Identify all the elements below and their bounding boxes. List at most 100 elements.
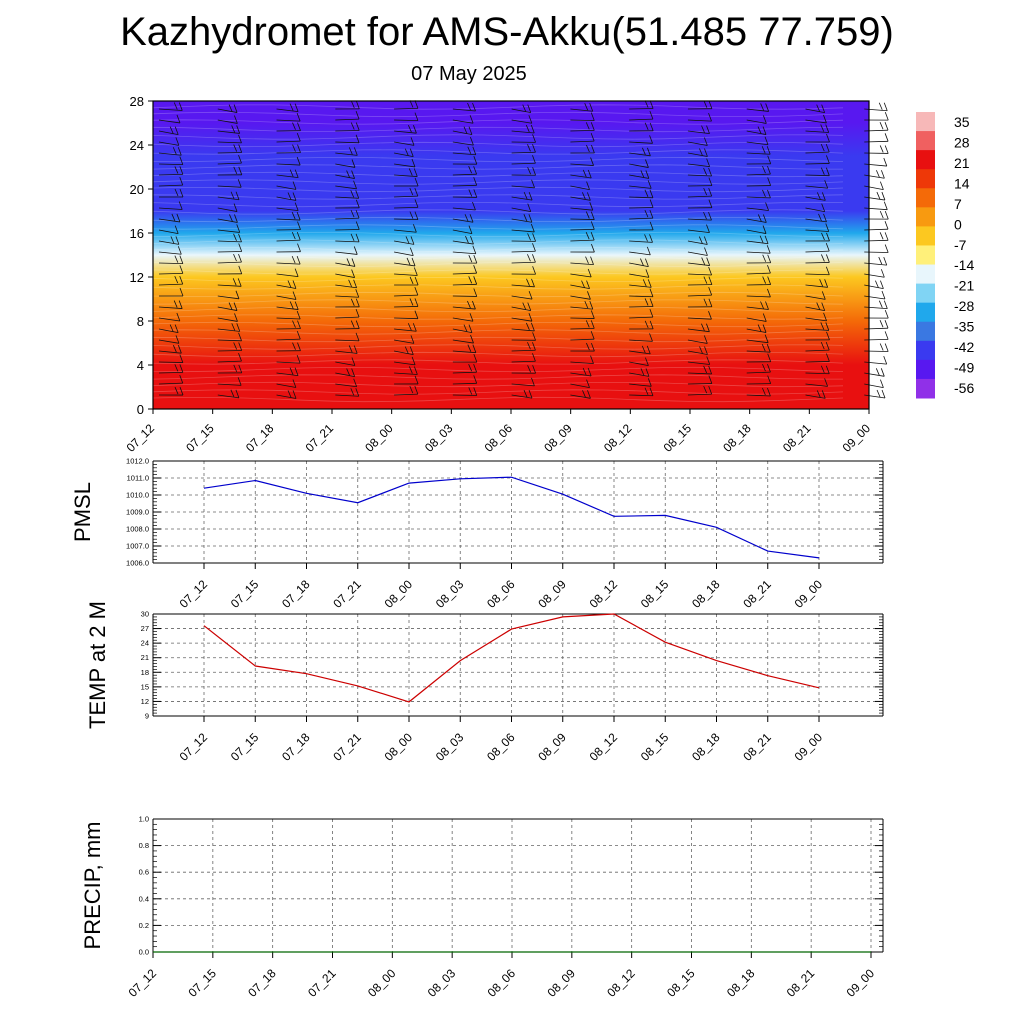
contour-line <box>152 194 844 200</box>
wind-barb <box>511 191 533 201</box>
wind-barb <box>687 375 713 385</box>
x-tick-label: 09_00 <box>792 577 826 611</box>
colorbar-label: -35 <box>954 319 974 335</box>
wind-barb <box>511 390 533 399</box>
contour-line <box>152 171 844 178</box>
wind-barb <box>864 389 886 399</box>
wind-barb <box>687 148 708 157</box>
chart-subtitle: 07 May 2025 <box>411 63 527 85</box>
wind-barb <box>158 102 183 111</box>
wind-barb <box>276 221 301 231</box>
wind-barb <box>452 177 478 187</box>
contour-line <box>152 351 844 358</box>
wind-barb <box>394 267 418 276</box>
wind-barb <box>570 144 595 154</box>
wind-barb <box>570 243 595 253</box>
wind-barb <box>158 177 184 187</box>
wind-barb <box>746 126 767 135</box>
wind-barb <box>687 286 713 297</box>
wind-barb <box>394 323 417 332</box>
y-tick-label: 24 <box>130 138 144 153</box>
x-tick-label: 07_21 <box>330 577 364 611</box>
wind-barb <box>805 114 827 124</box>
contour-line <box>152 201 844 208</box>
x-tick-label: 08_15 <box>638 577 672 611</box>
wind-barb <box>746 353 772 363</box>
x-tick-label: 07_12 <box>177 577 211 611</box>
wind-barb <box>687 298 713 308</box>
colorbar-swatch <box>916 321 935 342</box>
wind-barb <box>452 225 473 235</box>
colorbar-label: 21 <box>954 155 970 171</box>
wind-barb <box>158 137 180 146</box>
wind-barb <box>158 386 184 396</box>
wind-barb <box>805 242 830 253</box>
contour-line <box>152 359 844 365</box>
wind-barb <box>746 344 771 353</box>
colorbar-swatch <box>916 188 935 208</box>
contour-line <box>152 291 844 298</box>
wind-barb <box>805 180 829 189</box>
contour-line <box>152 381 844 388</box>
y-tick-label: 1012.0 <box>126 457 149 466</box>
wind-barb <box>158 114 181 124</box>
wind-barb <box>217 154 242 165</box>
colorbar-label: 7 <box>954 196 962 212</box>
wind-barb <box>629 170 650 179</box>
wind-barb <box>511 254 536 264</box>
x-tick-label: 08_21 <box>740 577 774 611</box>
wind-barb <box>629 308 654 319</box>
wind-barb <box>335 269 355 278</box>
x-tick-label: 09_00 <box>792 730 826 764</box>
wind-barb <box>511 377 535 387</box>
wind-barb <box>629 246 651 256</box>
wind-barb <box>687 236 708 245</box>
wind-barb <box>158 246 182 255</box>
wind-barb <box>276 330 301 341</box>
wind-barb <box>805 266 830 276</box>
y-tick-label: 0.8 <box>139 841 149 850</box>
contour-line <box>152 344 844 350</box>
wind-barb <box>629 387 654 397</box>
wind-barb <box>687 187 713 198</box>
wind-barb <box>217 191 240 201</box>
wind-barb <box>158 364 184 374</box>
wind-barb <box>394 247 414 256</box>
x-tick-label: 08_06 <box>484 577 518 611</box>
colorbar-label: 28 <box>954 135 970 151</box>
wind-barb <box>158 166 184 176</box>
wind-barb <box>511 124 535 134</box>
x-tick-label: 08_03 <box>422 421 456 455</box>
wind-barb <box>276 301 299 310</box>
wind-barb <box>276 112 301 122</box>
wind-barb <box>629 110 654 121</box>
wind-barb <box>452 201 476 211</box>
wind-barb <box>629 122 654 132</box>
wind-barb <box>864 221 889 231</box>
wind-barb <box>335 122 360 132</box>
wind-barb <box>217 342 243 352</box>
wind-barb <box>746 202 769 211</box>
wind-barb <box>746 214 767 223</box>
x-tick-label: 07_18 <box>243 421 277 455</box>
wind-barb <box>335 199 360 209</box>
wind-barb <box>687 112 712 122</box>
wind-barb <box>217 224 241 233</box>
x-tick-label: 08_00 <box>365 966 399 1000</box>
x-tick-label: 07_12 <box>126 966 160 1000</box>
wind-barb <box>864 145 889 154</box>
wind-barb <box>276 280 297 289</box>
wind-barb <box>629 147 651 157</box>
contour-line <box>152 314 844 320</box>
wind-barb <box>805 279 829 288</box>
wind-barb <box>687 167 712 177</box>
x-tick-label: 07_18 <box>245 966 279 1000</box>
wind-barb <box>452 288 478 297</box>
wind-barb <box>805 192 826 201</box>
wind-barb <box>864 280 884 290</box>
wind-barb <box>687 365 713 375</box>
wind-barb <box>394 385 419 396</box>
contour-line <box>152 321 844 328</box>
y-tick-label: 1008.0 <box>126 525 149 534</box>
wind-barb <box>511 179 535 189</box>
